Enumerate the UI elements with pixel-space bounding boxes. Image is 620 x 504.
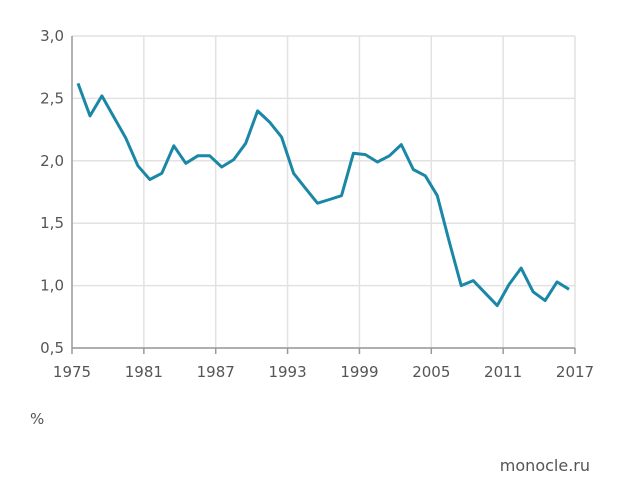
y-tick-label: 1,5 xyxy=(40,214,64,232)
x-tick-label: 2011 xyxy=(484,363,522,381)
x-tick-label: 1993 xyxy=(268,363,306,381)
y-tick-label: 2,5 xyxy=(40,89,64,107)
y-tick-label: 1,0 xyxy=(40,277,64,295)
source-label: monocle.ru xyxy=(499,456,590,475)
y-tick-label: 2,0 xyxy=(40,152,64,170)
x-tick-label: 1975 xyxy=(53,363,91,381)
x-tick-label: 2017 xyxy=(556,363,594,381)
y-tick-label: 3,0 xyxy=(40,27,64,45)
series-line xyxy=(76,82,570,308)
x-tick-label: 1981 xyxy=(125,363,163,381)
x-tick-label: 1987 xyxy=(197,363,235,381)
x-tick-label: 1999 xyxy=(340,363,378,381)
x-tick-label: 2005 xyxy=(412,363,450,381)
y-tick-label: 0,5 xyxy=(40,339,64,357)
unit-label: % xyxy=(30,410,45,428)
